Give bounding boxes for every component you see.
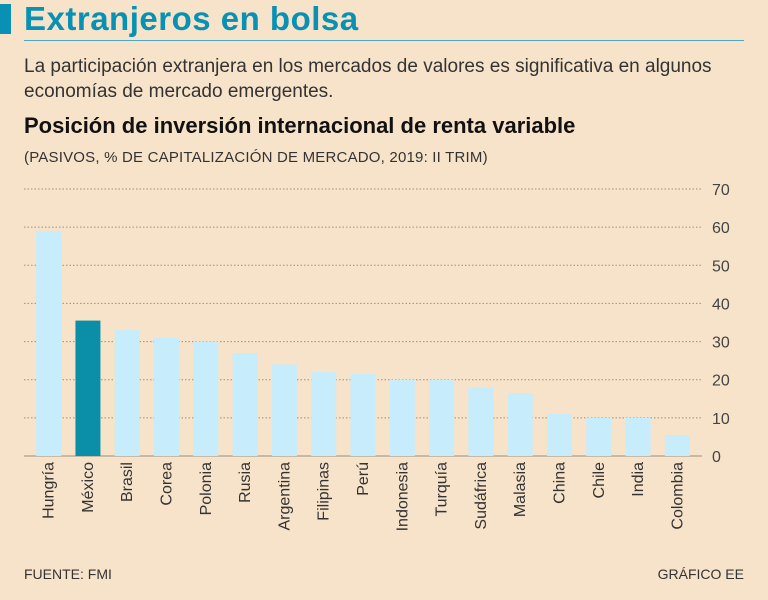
bar (664, 435, 690, 456)
bar (389, 379, 415, 456)
title-accent-bar (0, 4, 11, 34)
x-tick-label: Polonia (198, 462, 215, 515)
x-tick-label: México (80, 462, 97, 513)
x-tick-label: Perú (355, 462, 372, 496)
page-subtitle: La participación extranjera en los merca… (24, 56, 712, 102)
x-tick-label: Malasia (512, 462, 529, 517)
bar (114, 330, 140, 456)
y-tick-label: 0 (712, 449, 721, 466)
x-tick-label: Chile (591, 462, 608, 499)
x-tick-label: Turquía (434, 462, 451, 517)
bar (311, 372, 337, 456)
bar (232, 353, 258, 456)
chart-credit: GRÁFICO EE (657, 566, 744, 582)
y-tick-label: 60 (712, 220, 730, 237)
bar (271, 364, 297, 456)
bar (36, 230, 62, 456)
x-tick-label: Rusia (237, 462, 254, 503)
y-tick-label: 10 (712, 411, 730, 428)
bar (507, 393, 533, 456)
bar-highlighted (75, 320, 101, 456)
y-tick-label: 50 (712, 258, 730, 275)
x-tick-label: Filipinas (316, 462, 333, 521)
chart-title: Posición de inversión internacional de r… (24, 113, 576, 138)
source-note: FUENTE: FMI (24, 566, 112, 582)
bar (546, 414, 572, 456)
y-tick-label: 30 (712, 335, 730, 352)
x-tick-label: India (630, 462, 647, 497)
x-tick-label: China (551, 462, 568, 504)
bar (193, 341, 219, 456)
x-tick-label: Brasil (119, 462, 136, 502)
chart-subtitle: (PASIVOS, % DE CAPITALIZACIÓN DE MERCADO… (24, 149, 488, 166)
bar (468, 387, 494, 456)
x-tick-label: Sudáfrica (473, 462, 490, 530)
x-tick-label: Colombia (669, 462, 686, 530)
bar-chart: 0 10 20 30 40 50 60 70 Hungría México Brasil Corea P… (24, 182, 730, 531)
y-tick-label: 40 (712, 296, 730, 313)
bar (429, 379, 455, 456)
y-tick-label: 70 (712, 182, 730, 199)
x-tick-label: Argentina (276, 462, 293, 531)
bar (625, 417, 651, 456)
y-tick-label: 20 (712, 373, 730, 390)
page-title: Extranjeros en bolsa (24, 0, 359, 37)
x-tick-label: Hungría (41, 462, 58, 519)
bar (586, 417, 612, 456)
x-tick-label: Corea (159, 462, 176, 506)
bar (154, 337, 180, 456)
x-tick-label: Indonesia (394, 462, 411, 531)
bar (350, 373, 376, 456)
title-divider (24, 40, 744, 41)
